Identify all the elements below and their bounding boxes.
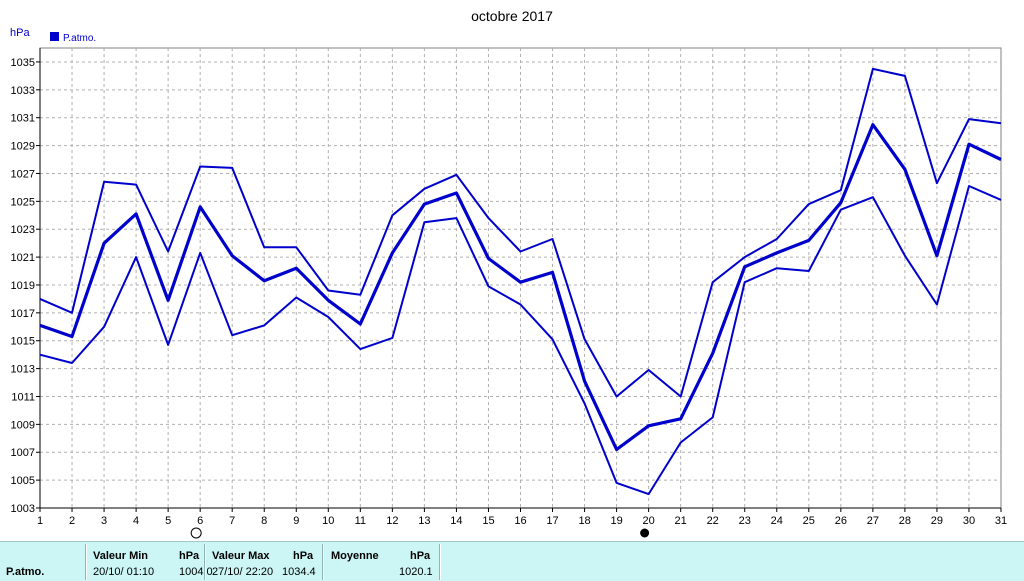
pressure-chart: 1003100510071009101110131015101710191021… (10, 8, 1007, 539)
stats-avg-value: 1020.1 (399, 566, 433, 578)
y-tick-label: 1011 (11, 391, 35, 403)
x-tick-label: 26 (835, 515, 847, 527)
filled-circle-marker (640, 528, 650, 538)
y-tick-label: 1033 (11, 85, 35, 97)
stats-min-cell: Valeur Min hPa 20/10/ 01:10 1004.0 (87, 542, 213, 581)
stats-panel: P.atmo. Valeur Min hPa 20/10/ 01:10 1004… (0, 541, 1024, 581)
x-tick-label: 1 (37, 515, 43, 527)
x-tick-label: 24 (771, 515, 783, 527)
x-tick-label: 13 (418, 515, 430, 527)
open-circle-marker (190, 527, 202, 539)
stats-row-label: P.atmo. (6, 566, 45, 578)
y-tick-label: 1007 (11, 447, 35, 459)
x-tick-label: 6 (197, 515, 203, 527)
y-tick-label: 1029 (11, 141, 35, 153)
legend-swatch (50, 32, 59, 41)
series-line-3 (39, 185, 1002, 496)
x-tick-label: 20 (643, 515, 655, 527)
stats-avg-cell: Moyenne hPa 1020.1 (324, 542, 440, 581)
stats-max-unit: hPa (293, 550, 314, 562)
x-tick-label: 10 (322, 515, 334, 527)
series-line-2 (39, 123, 1002, 452)
x-tick-label: 16 (514, 515, 526, 527)
y-tick-label: 1003 (11, 503, 35, 515)
stats-max-title: Valeur Max (212, 550, 270, 562)
x-tick-label: 30 (963, 515, 975, 527)
stats-separator (205, 544, 206, 580)
y-tick-label: 1017 (11, 308, 35, 320)
x-tick-label: 8 (261, 515, 267, 527)
x-tick-label: 19 (610, 515, 622, 527)
stats-max-datetime: 27/10/ 22:20 (212, 566, 274, 578)
y-tick-label: 1021 (11, 252, 35, 264)
x-tick-label: 28 (899, 515, 911, 527)
stats-row-label-cell: P.atmo. (0, 542, 86, 581)
y-tick-label: 1013 (11, 364, 35, 376)
y-tick-label: 1035 (11, 57, 35, 69)
stats-max-cell: Valeur Max hPa 27/10/ 22:20 1034.4 (206, 542, 323, 581)
chart-title: octobre 2017 (471, 8, 553, 24)
y-tick-label: 1005 (11, 475, 35, 487)
stats-separator (323, 544, 324, 580)
y-tick-label: 1015 (11, 336, 35, 348)
x-tick-label: 9 (293, 515, 299, 527)
stats-separator (86, 544, 87, 580)
series-line-1 (39, 67, 1002, 398)
x-tick-label: 2 (69, 515, 75, 527)
x-tick-label: 21 (675, 515, 687, 527)
x-tick-label: 15 (482, 515, 494, 527)
stats-max-value: 1034.4 (282, 566, 316, 578)
y-tick-label: 1025 (11, 196, 35, 208)
y-tick-label: 1009 (11, 419, 35, 431)
legend-label: P.atmo. (63, 33, 96, 44)
y-axis-label: hPa (10, 27, 30, 39)
x-tick-label: 3 (101, 515, 107, 527)
x-tick-label: 18 (578, 515, 590, 527)
stats-min-datetime: 20/10/ 01:10 (93, 566, 155, 578)
x-tick-label: 11 (355, 515, 366, 527)
stats-min-title: Valeur Min (93, 550, 149, 562)
x-tick-label: 14 (450, 515, 462, 527)
x-tick-label: 23 (739, 515, 751, 527)
y-tick-label: 1019 (11, 280, 35, 292)
x-tick-label: 27 (867, 515, 879, 527)
y-tick-label: 1027 (11, 168, 35, 180)
y-tick-label: 1031 (11, 113, 35, 125)
stats-min-value: 1004.0 (179, 566, 213, 578)
x-tick-label: 22 (707, 515, 719, 527)
x-tick-label: 29 (931, 515, 943, 527)
x-tick-label: 31 (995, 515, 1007, 527)
stats-avg-unit: hPa (410, 550, 431, 562)
x-tick-label: 4 (133, 515, 139, 527)
stats-separator (440, 544, 441, 580)
x-tick-label: 7 (229, 515, 235, 527)
stats-avg-title: Moyenne (331, 550, 379, 562)
stats-min-unit: hPa (179, 550, 200, 562)
x-tick-label: 12 (386, 515, 398, 527)
x-tick-label: 17 (546, 515, 558, 527)
x-tick-label: 25 (803, 515, 815, 527)
x-tick-label: 5 (165, 515, 171, 527)
y-tick-label: 1023 (11, 224, 35, 236)
